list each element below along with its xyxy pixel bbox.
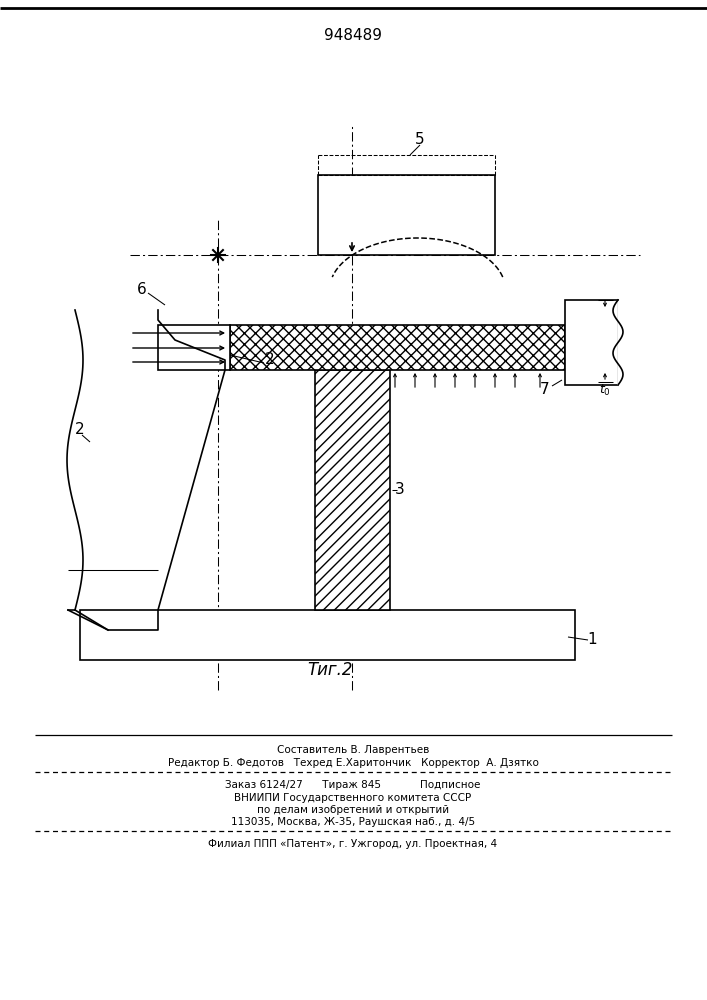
Text: 2: 2 [265,353,275,367]
Text: Филиал ППП «Патент», г. Ужгород, ул. Проектная, 4: Филиал ППП «Патент», г. Ужгород, ул. Про… [209,839,498,849]
Text: 948489: 948489 [324,28,382,43]
Text: Составитель В. Лаврентьев: Составитель В. Лаврентьев [277,745,429,755]
Text: 1: 1 [588,633,597,648]
Bar [80,610,575,660]
Text: по делам изобретений и открытий: по делам изобретений и открытий [257,805,449,815]
Text: 3: 3 [395,483,405,497]
Text: 2: 2 [75,422,85,438]
Text: Τиг.2: Τиг.2 [308,661,353,679]
Bar [158,325,230,370]
Text: ВНИИПИ Государственного комитета СССР: ВНИИПИ Государственного комитета СССР [235,793,472,803]
Text: $t_0$: $t_0$ [599,382,611,398]
Text: Заказ 6124/27      Тираж 845            Подписное: Заказ 6124/27 Тираж 845 Подписное [226,780,481,790]
Text: 6: 6 [137,282,147,298]
Text: 7: 7 [540,382,550,397]
Text: 5: 5 [415,132,425,147]
Text: Редактор Б. Федотов   Техред Е.Харитончик   Корректор  А. Дзятко: Редактор Б. Федотов Техред Е.Харитончик … [168,758,539,768]
Bar [230,325,565,370]
Bar [565,300,618,385]
Bar [318,175,495,255]
Bar [315,370,390,610]
Text: 113035, Москва, Ж-35, Раушская наб., д. 4/5: 113035, Москва, Ж-35, Раушская наб., д. … [231,817,475,827]
